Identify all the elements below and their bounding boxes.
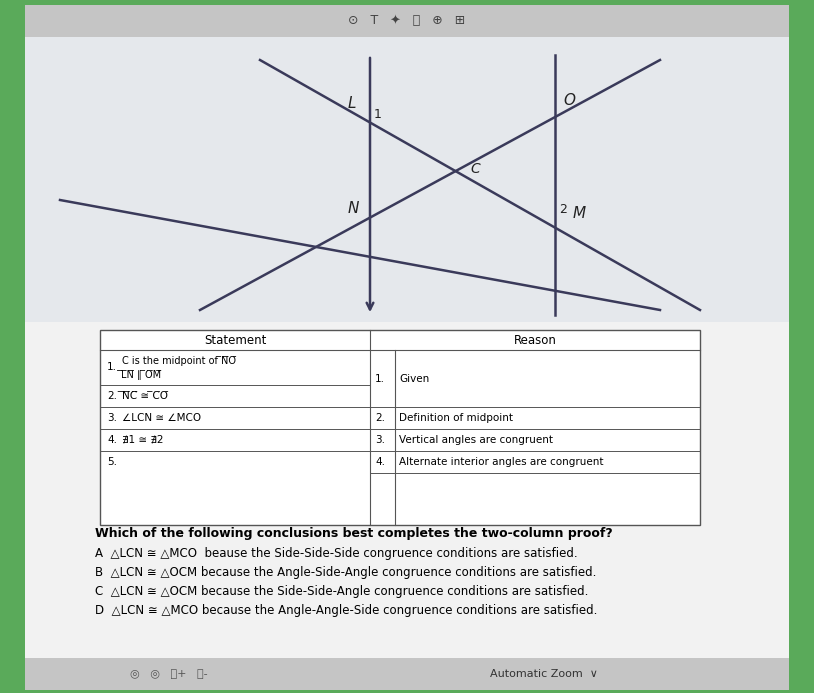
FancyBboxPatch shape [100,330,700,525]
Text: Alternate interior angles are congruent: Alternate interior angles are congruent [399,457,603,467]
Text: D  △LCN ≅ △MCO because the Angle-Angle-Side congruence conditions are satisfied.: D △LCN ≅ △MCO because the Angle-Angle-Si… [95,604,597,617]
FancyBboxPatch shape [25,5,789,37]
Text: 3.: 3. [107,413,117,423]
Text: C is the midpoint of ̅N̅O̅: C is the midpoint of ̅N̅O̅ [122,356,236,365]
Text: 2: 2 [559,203,567,216]
Text: Reason: Reason [514,333,557,346]
Text: 1.: 1. [107,362,117,373]
Text: Statement: Statement [204,333,266,346]
Text: 2.: 2. [375,413,385,423]
Text: 4.: 4. [107,435,117,445]
Text: 4.: 4. [375,457,385,467]
Text: Which of the following conclusions best completes the two-column proof?: Which of the following conclusions best … [95,527,613,540]
FancyBboxPatch shape [25,5,789,663]
Text: Definition of midpoint: Definition of midpoint [399,413,513,423]
Text: C  △LCN ≅ △OCM because the Side-Side-Angle congruence conditions are satisfied.: C △LCN ≅ △OCM because the Side-Side-Angl… [95,585,589,598]
Text: Given: Given [399,374,429,383]
Text: ̅L̅N̅ ∥ ̅O̅M̅: ̅L̅N̅ ∥ ̅O̅M̅ [122,370,162,380]
Text: ̅N̅C̅ ≅ ̅C̅O̅: ̅N̅C̅ ≅ ̅C̅O̅ [122,391,168,401]
Text: 1: 1 [374,108,382,121]
Text: ◎   ◎   🔍+   🔍-: ◎ ◎ 🔍+ 🔍- [130,669,208,679]
Text: 3.: 3. [375,435,385,445]
Text: 5.: 5. [107,457,117,467]
Text: ∠LCN ≅ ∠MCO: ∠LCN ≅ ∠MCO [122,413,201,423]
Text: ∄1 ≅ ∄2: ∄1 ≅ ∄2 [122,435,164,445]
FancyBboxPatch shape [25,658,789,690]
FancyBboxPatch shape [25,37,789,322]
Text: C: C [470,162,479,176]
Text: O: O [563,93,575,108]
Text: N: N [348,201,359,216]
Text: 1.: 1. [375,374,385,383]
Text: L: L [348,96,357,111]
Text: Vertical angles are congruent: Vertical angles are congruent [399,435,553,445]
Text: B  △LCN ≅ △OCM because the Angle-Side-Angle congruence conditions are satisfied.: B △LCN ≅ △OCM because the Angle-Side-Ang… [95,566,597,579]
Text: M: M [573,206,586,221]
Text: Automatic Zoom  ∨: Automatic Zoom ∨ [490,669,597,679]
Text: ⊙   T   ✦   📷   ⊕   ⊞: ⊙ T ✦ 📷 ⊕ ⊞ [348,15,466,28]
Text: A  △LCN ≅ △MCO  beause the Side-Side-Side congruence conditions are satisfied.: A △LCN ≅ △MCO beause the Side-Side-Side … [95,547,578,560]
Text: 2.: 2. [107,391,117,401]
